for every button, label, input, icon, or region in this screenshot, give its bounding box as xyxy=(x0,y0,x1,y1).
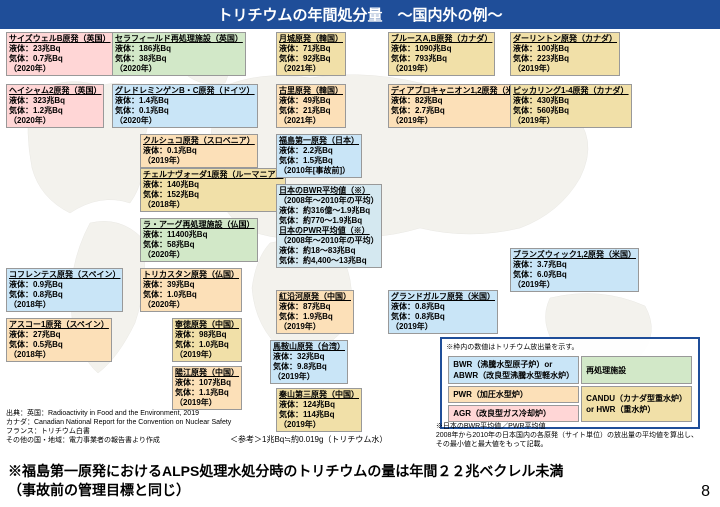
facility-box: グランドガルフ原発（米国）液体：0.8兆Bq気体：0.8兆Bq（2019年） xyxy=(388,290,498,334)
footer-line2: （事故前の管理目標と同じ） xyxy=(8,482,190,498)
facility-box: ヘイシャム2原発（英国）液体：323兆Bq気体：1.2兆Bq（2020年） xyxy=(6,84,104,128)
facility-box: ダーリントン原発（カナダ）液体：100兆Bq気体：223兆Bq（2019年） xyxy=(510,32,620,76)
facility-box: アスコー1原発（スペイン）液体：27兆Bq気体：0.5兆Bq（2018年） xyxy=(6,318,112,362)
facility-box: 日本のBWR平均値（※）（2008年〜2010年の平均）液体：約316億〜1.9… xyxy=(276,184,382,268)
reference-note: ＜参考＞1兆Bq≒約0.019g（トリチウム水） xyxy=(230,434,387,445)
facility-box: コフレンテス原発（スペイン）液体：0.9兆Bq気体：0.8兆Bq（2018年） xyxy=(6,268,123,312)
facility-box: 秦山第三原発（中国）液体：124兆Bq気体：114兆Bq（2019年） xyxy=(276,388,362,432)
legend-cell: BWR（沸騰水型原子炉）orABWR（改良型沸騰水型軽水炉） xyxy=(448,356,579,384)
facility-box: ブランズウィック1,2原発（米国）液体：3.7兆Bq気体：6.0兆Bq（2019… xyxy=(510,248,639,292)
title-bar: トリチウムの年間処分量 〜国内外の例〜 xyxy=(0,0,720,29)
facility-box: 馬鞍山原発（台湾）液体：32兆Bq気体：9.8兆Bq（2019年） xyxy=(270,340,348,384)
legend-box: ※枠内の数値はトリチウム放出量を示す。 BWR（沸騰水型原子炉）orABWR（改… xyxy=(440,337,700,429)
facility-box: チェルナヴォーダ1原発（ルーマニア）液体：140兆Bq気体：152兆Bq（201… xyxy=(140,168,286,212)
facility-box: 福島第一原発（日本）液体：2.2兆Bq気体：1.5兆Bq（2010年[事故前]） xyxy=(276,134,362,178)
legend-cell: AGR（改良型ガス冷却炉） xyxy=(448,405,579,422)
footer-line1a: ※福島第一原発におけるALPS処理水処分時のトリチウムの量は xyxy=(8,463,409,479)
facility-box: 古里原発（韓国）液体：49兆Bq気体：21兆Bq（2021年） xyxy=(276,84,346,128)
facility-box: 陽江原発（中国）液体：107兆Bq気体：1.1兆Bq（2019年） xyxy=(172,366,242,410)
facility-box: セラフィールド再処理施設（英国）液体：186兆Bq気体：38兆Bq（2020年） xyxy=(112,32,246,76)
legend-cell: 再処理施設 xyxy=(581,356,692,384)
facility-box: サイズウェルB原発（英国）液体：23兆Bq気体：0.7兆Bq（2020年） xyxy=(6,32,114,76)
page-title: トリチウムの年間処分量 〜国内外の例〜 xyxy=(217,7,502,24)
jp-average-note: ※日本のBWR平均値／PWR平均値2008年から2010年の日本国内の各原発（サ… xyxy=(436,422,698,449)
footer-line1b: 年間２２兆ベクレル未満 xyxy=(409,463,563,479)
facility-box: グレドレミンゲンB・C原発（ドイツ）液体：1.4兆Bq気体：0.1兆Bq（202… xyxy=(112,84,258,128)
facility-box: トリカスタン原発（仏国）液体：39兆Bq気体：1.0兆Bq（2020年） xyxy=(140,268,242,312)
facility-box: ラ・アーグ再処理施設（仏国）液体：11400兆Bq気体：58兆Bq（2020年） xyxy=(140,218,258,262)
legend-cell: CANDU（カナダ型重水炉）or HWR（重水炉） xyxy=(581,386,692,422)
facility-box: ブルースA,B原発（カナダ）液体：1090兆Bq気体：793兆Bq（2019年） xyxy=(388,32,495,76)
legend-table: BWR（沸騰水型原子炉）orABWR（改良型沸騰水型軽水炉）再処理施設PWR（加… xyxy=(446,354,694,424)
facility-box: 紅沿河原発（中国）液体：87兆Bq気体：1.9兆Bq（2019年） xyxy=(276,290,354,334)
sources-block: 出典：英国：Radioactivity in Food and the Envi… xyxy=(6,409,231,445)
facility-box: 寧徳原発（中国）液体：98兆Bq気体：1.0兆Bq（2019年） xyxy=(172,318,242,362)
facility-box: ピッカリング1-4原発（カナダ）液体：430兆Bq気体：560兆Bq（2019年… xyxy=(510,84,632,128)
facility-box: クルシュコ原発（スロベニア）液体：0.1兆Bq（2019年） xyxy=(140,134,258,168)
legend-note: ※枠内の数値はトリチウム放出量を示す。 xyxy=(446,342,694,352)
footer-summary: ※福島第一原発におけるALPS処理水処分時のトリチウムの量は年間２２兆ベクレル未… xyxy=(8,462,563,501)
legend-cell: PWR（加圧水型炉） xyxy=(448,386,579,403)
facility-box: 月城原発（韓国）液体：71兆Bq気体：92兆Bq（2021年） xyxy=(276,32,346,76)
page-number: 8 xyxy=(701,483,710,501)
